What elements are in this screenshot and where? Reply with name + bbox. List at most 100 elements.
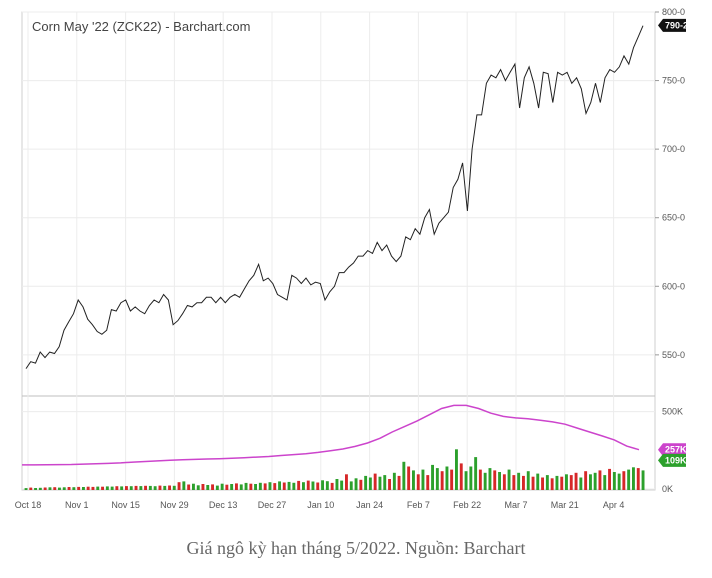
volume-bar (368, 477, 372, 490)
date-axis: Oct 18 Nov 1 Nov 15 Nov 29 Dec 13 Dec 27 Jan 1… (15, 500, 625, 510)
volume-bar (120, 486, 124, 490)
volume-bar (526, 471, 530, 490)
volume-bar (177, 482, 181, 490)
volume-bar (512, 475, 516, 490)
volume-bar (431, 464, 434, 490)
volume-bar (565, 474, 568, 490)
volume-bar (555, 475, 559, 490)
volume-bar (617, 473, 621, 490)
volume-bar (287, 481, 291, 490)
volume-bar (96, 486, 100, 490)
volume-axis: 500K 0K (662, 407, 683, 494)
x-tick-label: Mar 21 (551, 500, 579, 510)
x-tick-label: Mar 7 (504, 500, 527, 510)
volume-bar (412, 470, 415, 490)
volume-bar (541, 477, 544, 490)
x-tick-label: Oct 18 (15, 500, 42, 510)
volume-bar (531, 476, 535, 490)
volume-bar (263, 483, 267, 490)
volume-bar (306, 480, 310, 490)
y-tick-label: 750-0 (662, 76, 685, 86)
volume-bar (139, 486, 143, 490)
volume-bar (498, 472, 501, 490)
horizontal-gridlines (22, 11, 655, 490)
volume-bar (373, 473, 377, 490)
volume-bar (474, 457, 478, 490)
volume-bar (86, 486, 90, 490)
volume-bar (129, 486, 133, 490)
last-price-label: 790-2 (665, 20, 688, 30)
volume-bar (258, 482, 262, 490)
y-tick-label: 650-0 (662, 213, 685, 223)
volume-bar (43, 487, 47, 490)
volume-bar (455, 449, 458, 490)
volume-bar (215, 485, 219, 490)
x-tick-label: Dec 27 (258, 500, 287, 510)
volume-bar (249, 483, 253, 490)
volume-bar (478, 469, 482, 490)
volume-bar (517, 472, 521, 490)
volume-bar (220, 483, 224, 490)
volume-bar (416, 474, 420, 490)
y-tick-label: 800-0 (662, 7, 685, 17)
volume-bar (464, 471, 468, 490)
volume-bar (579, 477, 583, 490)
volume-bar (632, 467, 635, 490)
volume-bar (354, 478, 358, 491)
volume-bar (545, 475, 549, 490)
y-tick-label: 600-0 (662, 281, 685, 291)
volume-bar (340, 480, 344, 490)
volume-bar (598, 470, 602, 490)
volume-bar (158, 485, 162, 490)
volume-bar (24, 488, 28, 490)
volume-bar (292, 482, 296, 490)
volume-bar (402, 461, 406, 490)
volume-bar (603, 475, 607, 490)
volume-bar (34, 488, 37, 490)
volume-bar (383, 475, 387, 490)
volume-bar (302, 482, 305, 490)
x-tick-label: Nov 15 (111, 500, 140, 510)
volume-bar (608, 468, 611, 490)
volume-bar (345, 474, 348, 490)
volume-tick-label: 0K (662, 484, 673, 494)
x-tick-label: Dec 13 (209, 500, 238, 510)
volume-bar (225, 484, 229, 490)
volume-bar (105, 486, 109, 490)
volume-bar (125, 486, 128, 490)
vertical-gridlines (27, 12, 615, 490)
volume-bar (560, 476, 564, 490)
open-interest-line (22, 404, 640, 466)
volume-bar (172, 485, 176, 490)
volume-bar (192, 483, 195, 490)
volume-bar (316, 482, 320, 490)
volume-bar (507, 469, 511, 490)
volume-bar (450, 469, 454, 490)
volume-bar (182, 481, 186, 490)
chart-frame (21, 11, 656, 491)
volume-bar (593, 472, 597, 490)
volume-bar (627, 469, 631, 490)
volume-bar (550, 478, 554, 491)
volume-bar (91, 486, 95, 490)
volume-bar (268, 482, 272, 490)
volume-bars (24, 449, 645, 491)
volume-label: 109K (665, 455, 687, 465)
volume-bar (392, 472, 396, 490)
volume-bar (153, 486, 157, 490)
volume-bar (48, 487, 52, 490)
volume-bar (206, 485, 210, 490)
volume-bar (29, 487, 33, 490)
volume-bar (459, 463, 463, 490)
chart-title: Corn May '22 (ZCK22) - Barchart.com (32, 19, 251, 34)
volume-bar (239, 484, 243, 490)
y-tick-label: 700-0 (662, 144, 685, 154)
volume-bar (493, 470, 497, 490)
volume-bar (349, 481, 353, 490)
volume-bar (230, 484, 234, 490)
volume-bar (77, 486, 81, 490)
volume-bar (584, 471, 588, 490)
volume-bar (445, 466, 449, 490)
volume-bar (244, 482, 248, 490)
volume-bar (622, 471, 626, 490)
